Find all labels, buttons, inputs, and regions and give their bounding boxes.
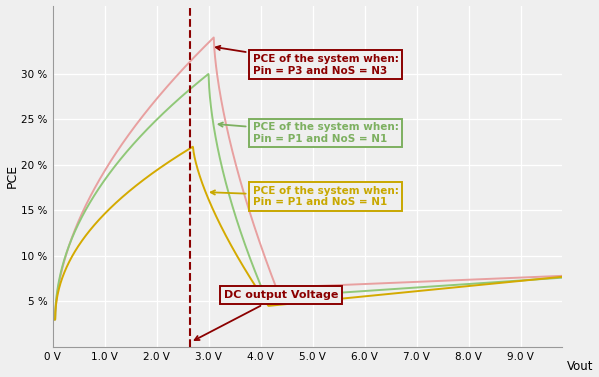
Text: PCE of the system when:
Pin = P1 and NoS = N1: PCE of the system when: Pin = P1 and NoS… [219,122,399,144]
Text: PCE of the system when:
Pin = P1 and NoS = N1: PCE of the system when: Pin = P1 and NoS… [211,186,399,207]
Text: PCE of the system when:
Pin = P3 and NoS = N3: PCE of the system when: Pin = P3 and NoS… [216,46,399,75]
Y-axis label: PCE: PCE [5,164,19,188]
Text: Vout: Vout [567,360,594,374]
Text: DC output Voltage: DC output Voltage [195,290,338,340]
